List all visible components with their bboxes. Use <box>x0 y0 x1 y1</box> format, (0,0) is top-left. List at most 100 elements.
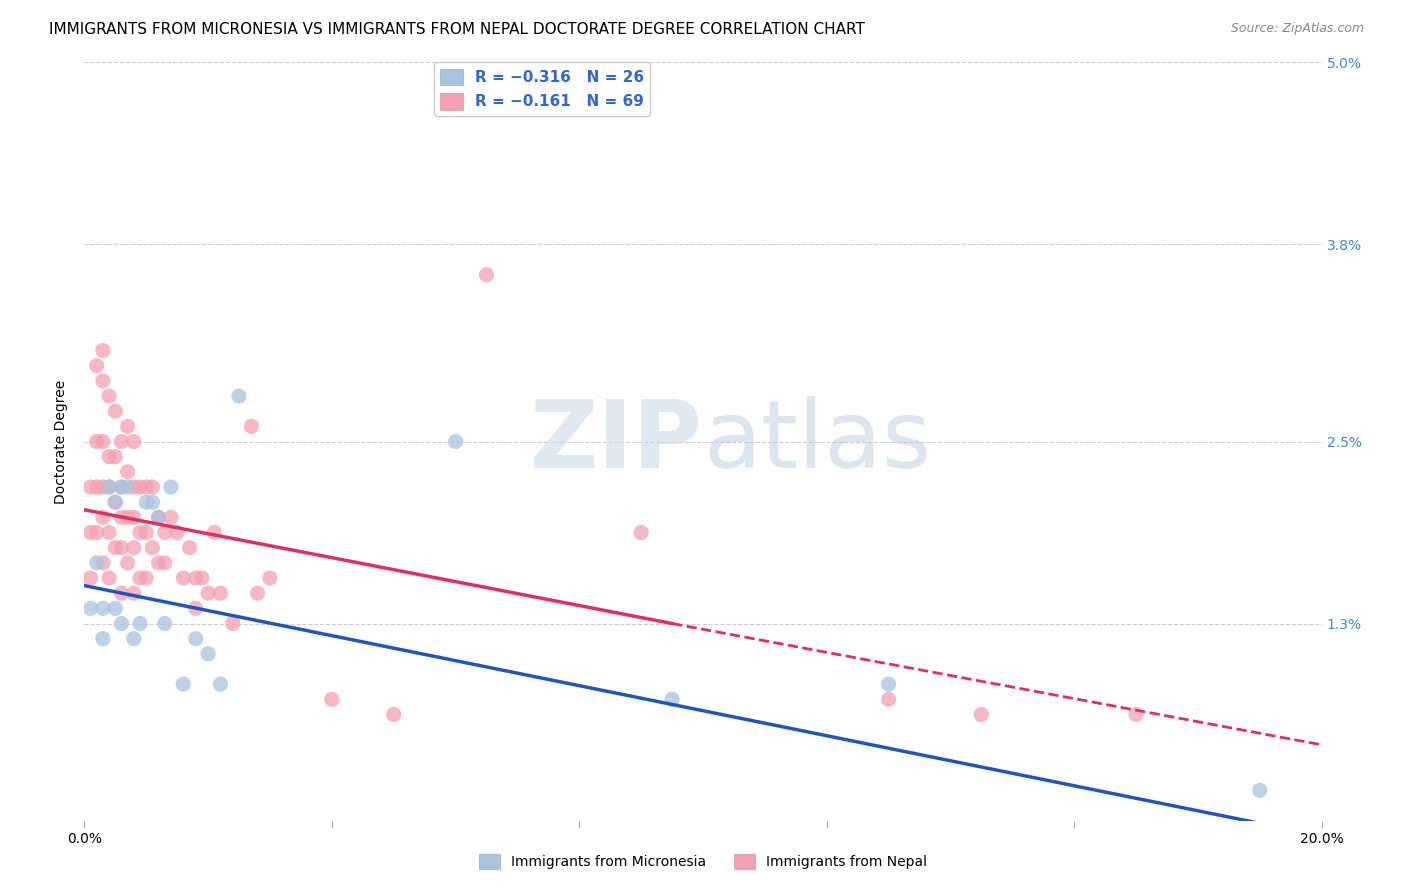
Point <box>1125 707 1147 722</box>
Y-axis label: Doctorate Degree: Doctorate Degree <box>55 379 69 504</box>
Point <box>104 495 127 509</box>
Point <box>228 389 250 403</box>
Point <box>160 480 183 494</box>
Point <box>444 434 467 449</box>
Legend: Immigrants from Micronesia, Immigrants from Nepal: Immigrants from Micronesia, Immigrants f… <box>474 848 932 874</box>
Point <box>153 525 176 540</box>
Point <box>91 556 114 570</box>
Point <box>382 707 405 722</box>
Point <box>110 480 132 494</box>
Point <box>122 541 145 555</box>
Point <box>148 556 170 570</box>
Point <box>86 525 108 540</box>
Point <box>117 480 139 494</box>
Point <box>191 571 214 585</box>
Point <box>129 525 152 540</box>
Point <box>153 556 176 570</box>
Point <box>110 586 132 600</box>
Point <box>122 586 145 600</box>
Point <box>184 601 207 615</box>
Point <box>240 419 263 434</box>
Point <box>321 692 343 706</box>
Point <box>135 525 157 540</box>
Point <box>98 525 121 540</box>
Point <box>259 571 281 585</box>
Point <box>110 434 132 449</box>
Point <box>122 510 145 524</box>
Point <box>222 616 245 631</box>
Point <box>98 450 121 464</box>
Point <box>110 510 132 524</box>
Point <box>91 601 114 615</box>
Point <box>475 268 498 282</box>
Point <box>104 450 127 464</box>
Point <box>91 374 114 388</box>
Point <box>98 389 121 403</box>
Point <box>91 343 114 358</box>
Point <box>104 404 127 418</box>
Point <box>91 510 114 524</box>
Point <box>98 571 121 585</box>
Point <box>129 616 152 631</box>
Point <box>135 495 157 509</box>
Point <box>117 556 139 570</box>
Point <box>79 525 101 540</box>
Point <box>110 480 132 494</box>
Point <box>661 692 683 706</box>
Point <box>86 434 108 449</box>
Point <box>79 480 101 494</box>
Point <box>91 632 114 646</box>
Point <box>104 495 127 509</box>
Point <box>630 525 652 540</box>
Point <box>197 586 219 600</box>
Point <box>172 571 194 585</box>
Point <box>117 419 139 434</box>
Point <box>135 571 157 585</box>
Text: atlas: atlas <box>703 395 931 488</box>
Point <box>209 586 232 600</box>
Point <box>184 571 207 585</box>
Point <box>153 616 176 631</box>
Point <box>209 677 232 691</box>
Point <box>122 632 145 646</box>
Point <box>104 601 127 615</box>
Point <box>91 434 114 449</box>
Point <box>141 541 163 555</box>
Point <box>117 465 139 479</box>
Point <box>877 692 900 706</box>
Point <box>1249 783 1271 797</box>
Point <box>166 525 188 540</box>
Point <box>148 510 170 524</box>
Point <box>184 632 207 646</box>
Point <box>79 571 101 585</box>
Point <box>970 707 993 722</box>
Point <box>160 510 183 524</box>
Point <box>141 480 163 494</box>
Point <box>117 510 139 524</box>
Point <box>129 571 152 585</box>
Point <box>86 480 108 494</box>
Point <box>877 677 900 691</box>
Point <box>86 359 108 373</box>
Point <box>86 556 108 570</box>
Point <box>129 480 152 494</box>
Point <box>172 677 194 691</box>
Point <box>122 434 145 449</box>
Point <box>122 480 145 494</box>
Point <box>110 541 132 555</box>
Point <box>197 647 219 661</box>
Point <box>148 510 170 524</box>
Point <box>246 586 269 600</box>
Point <box>141 495 163 509</box>
Point <box>98 480 121 494</box>
Point <box>79 601 101 615</box>
Point <box>91 480 114 494</box>
Point <box>202 525 225 540</box>
Point <box>104 541 127 555</box>
Text: Source: ZipAtlas.com: Source: ZipAtlas.com <box>1230 22 1364 36</box>
Text: ZIP: ZIP <box>530 395 703 488</box>
Point <box>135 480 157 494</box>
Point <box>179 541 201 555</box>
Text: IMMIGRANTS FROM MICRONESIA VS IMMIGRANTS FROM NEPAL DOCTORATE DEGREE CORRELATION: IMMIGRANTS FROM MICRONESIA VS IMMIGRANTS… <box>49 22 865 37</box>
Point <box>98 480 121 494</box>
